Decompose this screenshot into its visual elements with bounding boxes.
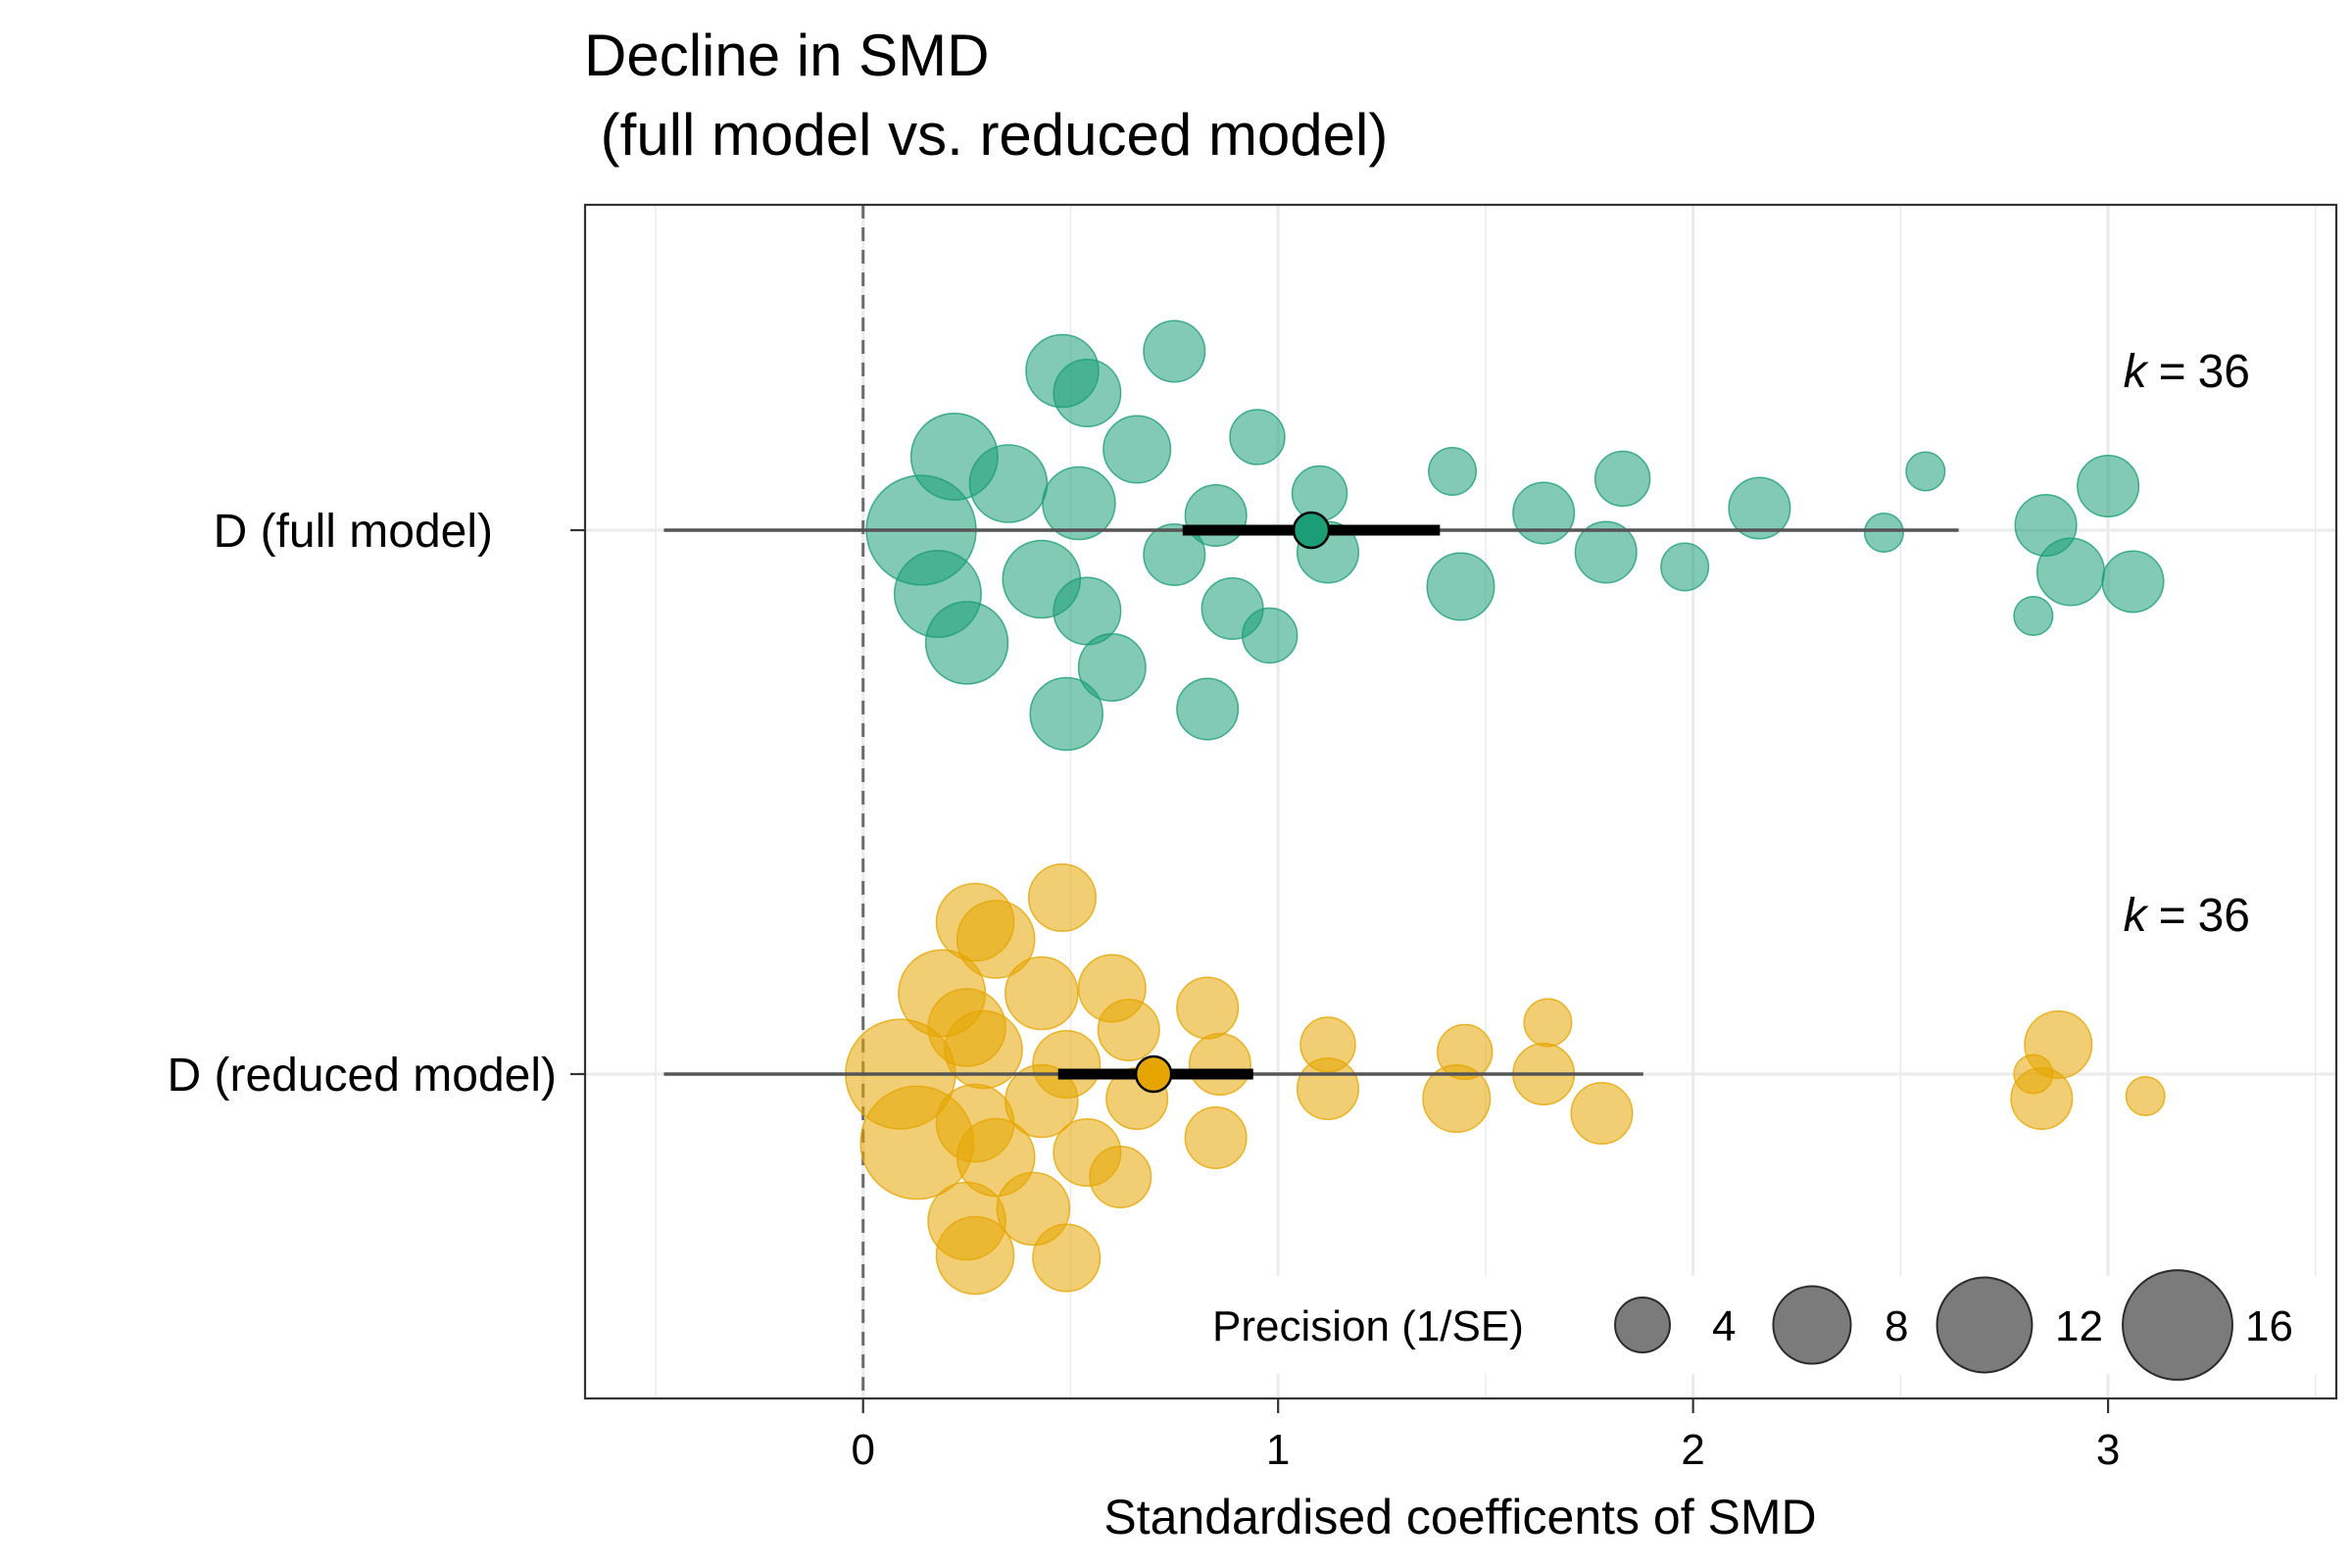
legend-size-key [1936, 1276, 2034, 1374]
effect-size-point [1184, 1105, 1248, 1170]
effect-size-point [1077, 632, 1147, 703]
effect-size-point [1728, 476, 1791, 540]
x-axis: 0 1 2 3 [851, 1398, 2120, 1474]
legend-size-label: 16 [2245, 1302, 2293, 1350]
effect-size-point [1422, 1063, 1492, 1134]
effect-size-point [2010, 1066, 2074, 1131]
y-axis: D (full model) D (reduced model) [168, 506, 585, 1102]
plot-panel [585, 205, 2336, 1398]
plot-border [583, 203, 2338, 1400]
legend-size-label: 4 [1712, 1302, 1736, 1350]
effect-size-point [2013, 595, 2054, 637]
effect-size-point [1905, 451, 1946, 492]
y-tick-label: D (reduced model) [168, 1050, 558, 1102]
effect-size-point [2077, 454, 2140, 518]
effect-size-point [944, 1009, 1023, 1090]
pooled-estimate-point [1292, 511, 1331, 550]
effect-size-point [1042, 466, 1116, 541]
row-group: k = 36 [663, 319, 2250, 752]
legend-size-key [1772, 1285, 1852, 1365]
effect-size-point [968, 444, 1049, 523]
effect-size-point [1027, 862, 1097, 933]
legend-size-key [2122, 1269, 2233, 1381]
x-tick-label: 3 [2096, 1426, 2120, 1474]
effect-size-point [1188, 1032, 1251, 1097]
effect-size-point [1241, 607, 1298, 664]
legend: Precision (1/SE) 4 8 12 16 [1186, 1269, 2332, 1381]
x-tick-label: 2 [1681, 1426, 1704, 1474]
k-label: k = 36 [2124, 890, 2250, 942]
effect-size-point [1053, 358, 1122, 428]
row-group: k = 36 [663, 862, 2250, 1296]
effect-size-point [1863, 512, 1904, 554]
effect-size-point [1029, 676, 1103, 752]
effect-size-point [1032, 1029, 1102, 1100]
effect-size-point [2101, 550, 2165, 613]
effect-size-point [1184, 483, 1248, 548]
y-tick-label: D (full model) [214, 506, 493, 558]
legend-size-key [1614, 1297, 1671, 1353]
legend-size-label: 12 [2055, 1302, 2103, 1350]
legend-title: Precision (1/SE) [1212, 1302, 1524, 1350]
x-tick-label: 0 [851, 1426, 874, 1474]
legend-size-label: 8 [1885, 1302, 1908, 1350]
chart-title: Decline in SMD [584, 23, 989, 88]
effect-size-point [1176, 677, 1240, 741]
effect-size-point [924, 601, 1009, 685]
effect-size-point [1102, 415, 1172, 484]
data-rows: k = 36 k = 36 [663, 319, 2250, 1296]
effect-size-point [1291, 465, 1348, 522]
effect-size-point [1593, 450, 1651, 508]
effect-size-point [1004, 956, 1079, 1031]
x-axis-label: Standardised coefficents of SMD [1103, 1490, 1816, 1544]
effect-size-point [2125, 1075, 2166, 1117]
effect-size-point [1032, 1223, 1102, 1293]
effect-size-point [1426, 552, 1495, 621]
effect-size-point [1574, 520, 1638, 584]
effect-size-point [1089, 1145, 1152, 1209]
effect-size-point [2035, 537, 2105, 607]
effect-size-point [1296, 1056, 1360, 1121]
k-label: k = 36 [2124, 346, 2250, 398]
effect-size-point [1570, 1081, 1634, 1146]
effect-size-point [1176, 976, 1240, 1040]
effect-size-point [935, 1215, 1015, 1296]
effect-size-point [1660, 542, 1710, 592]
x-tick-label: 1 [1266, 1426, 1290, 1474]
effect-size-point [1143, 319, 1206, 383]
effect-size-point [996, 1171, 1071, 1247]
effect-size-point [1229, 409, 1286, 466]
effect-size-point [1512, 481, 1576, 545]
chart-subtitle: (full model vs. reduced model) [584, 102, 1388, 168]
pooled-estimate-point [1134, 1054, 1173, 1094]
effect-size-point [1428, 447, 1478, 496]
effect-size-point [1523, 998, 1573, 1048]
effect-size-point [1143, 522, 1206, 587]
effect-size-point [1097, 998, 1160, 1062]
effect-size-point [956, 900, 1036, 979]
